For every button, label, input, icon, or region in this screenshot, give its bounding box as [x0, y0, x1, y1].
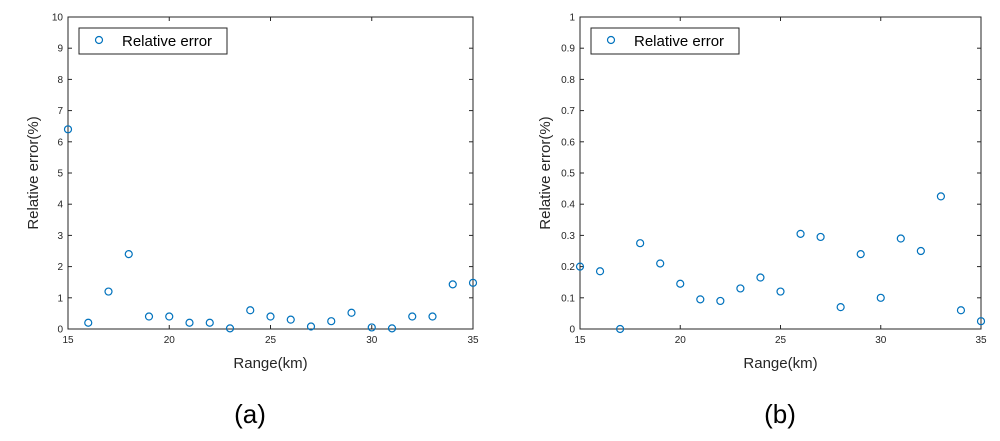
y-tick-label: 0.2 [561, 262, 575, 273]
data-point [575, 262, 585, 271]
data-point [246, 306, 255, 315]
data-point [636, 239, 645, 248]
data-point [916, 246, 925, 256]
legend-marker [94, 35, 104, 45]
data-point [205, 318, 214, 327]
data-point [144, 312, 154, 321]
y-tick-label: 4 [57, 200, 63, 211]
legend-box [78, 27, 228, 55]
data-point [956, 306, 966, 315]
data-point [63, 125, 73, 134]
data-point [266, 312, 275, 321]
data-point [976, 317, 986, 326]
y-tick-label: 1 [569, 13, 575, 24]
legend: Relative error [78, 27, 228, 55]
plot-area [579, 16, 982, 330]
y-tick-label: 9 [57, 44, 63, 55]
y-tick-label: 0.8 [561, 75, 575, 86]
panel-caption: (a) [234, 399, 266, 429]
data-point [286, 315, 295, 324]
chart-panel-0: 15 20 25 30 35 0 1 2 3 4 5 6 7 8 9 10 Range(km) Relative … [25, 13, 479, 373]
y-tick-label: 1 [57, 293, 63, 304]
data-point [448, 280, 457, 289]
x-tick-label: 30 [366, 335, 378, 346]
y-tick-label: 2 [57, 262, 63, 273]
y-tick-label: 8 [57, 75, 63, 86]
data-point [367, 323, 376, 332]
data-point [836, 303, 845, 312]
panel-caption: (b) [764, 399, 796, 429]
data-point [656, 259, 665, 268]
x-tick-label: 25 [775, 335, 787, 346]
y-tick-label: 0.6 [561, 137, 575, 148]
data-point [716, 296, 725, 306]
x-tick-label: 15 [574, 335, 586, 346]
legend-label: Relative error [122, 33, 212, 50]
x-tick-label: 30 [875, 335, 887, 346]
y-tick-label: 6 [57, 137, 63, 148]
y-tick-label: 0.3 [561, 231, 575, 242]
data-point [876, 293, 885, 302]
y-axis-label: Relative error(%) [25, 116, 42, 229]
y-tick-label: 0.7 [561, 106, 575, 117]
legend-label: Relative error [634, 33, 724, 50]
data-point [428, 312, 437, 321]
x-tick-label: 35 [467, 335, 479, 346]
data-point [615, 324, 625, 334]
x-tick-label: 35 [975, 335, 987, 346]
data-point [408, 312, 417, 321]
data-point [696, 295, 705, 304]
data-point [756, 273, 765, 282]
data-point [595, 267, 605, 276]
data-point [896, 234, 905, 243]
data-point [387, 324, 397, 333]
data-point [347, 308, 356, 317]
data-point [816, 232, 825, 242]
legend-marker [606, 35, 616, 45]
data-point [185, 318, 194, 327]
x-tick-label: 15 [62, 335, 74, 346]
plot-area [67, 16, 474, 330]
data-point [104, 287, 113, 296]
data-point [676, 279, 685, 288]
y-tick-label: 0 [569, 325, 575, 336]
data-point [856, 250, 865, 259]
data-point [225, 324, 235, 333]
data-point [796, 229, 805, 238]
y-axis-label: Relative error(%) [537, 116, 554, 229]
legend-box [590, 27, 740, 55]
data-point [327, 317, 336, 326]
x-tick-label: 20 [164, 335, 176, 346]
x-axis-label: Range(km) [743, 355, 817, 372]
y-tick-label: 0.1 [561, 293, 575, 304]
data-point [124, 250, 133, 259]
data-point [468, 278, 478, 287]
y-tick-label: 0.5 [561, 169, 575, 180]
data-point [936, 192, 946, 201]
data-point [84, 318, 93, 327]
x-tick-label: 25 [265, 335, 277, 346]
y-tick-label: 0.4 [561, 200, 575, 211]
y-tick-label: 5 [57, 169, 63, 180]
x-tick-label: 20 [675, 335, 687, 346]
legend: Relative error [590, 27, 740, 55]
y-tick-label: 10 [52, 13, 64, 24]
data-point [306, 322, 316, 331]
y-tick-label: 0 [57, 325, 63, 336]
data-point [165, 312, 174, 321]
y-tick-label: 3 [57, 231, 63, 242]
data-point [736, 284, 745, 293]
chart-panel-1: 15 20 25 30 35 0 0.1 0.2 0.3 0.4 0.5 0.6 0.7 0.8 0.9 1 R… [537, 13, 987, 373]
x-axis-label: Range(km) [233, 355, 307, 372]
data-point [776, 287, 785, 296]
y-tick-label: 0.9 [561, 44, 575, 55]
y-tick-label: 7 [57, 106, 63, 117]
